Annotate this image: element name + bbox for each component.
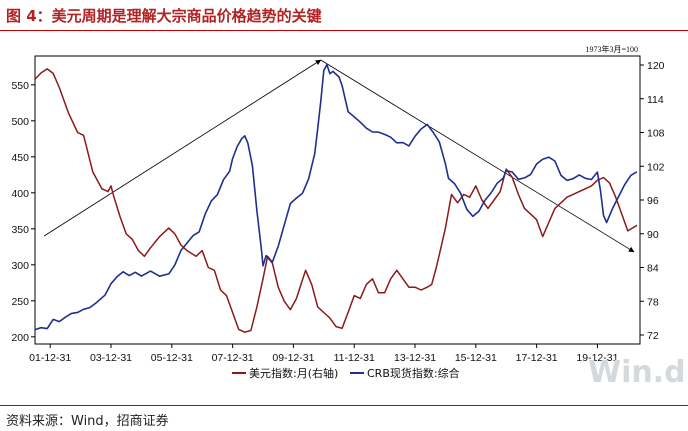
x-axis-tick-label: 01-12-31 — [29, 352, 71, 364]
series-line-usd-index — [34, 68, 638, 333]
plot-area: 200 250 300 350 400 450 500 550 72 78 84 90 96 102 10… — [11, 44, 664, 364]
x-axis-tick-label: 03-12-31 — [90, 352, 132, 364]
right-axis-tick-label: 78 — [647, 296, 659, 308]
right-axis-tick-label: 96 — [647, 195, 659, 207]
series-lines — [34, 63, 638, 333]
title-bar: 图 4：美元周期是理解大宗商品价格趋势的关键 — [0, 0, 688, 30]
right-axis: 72 78 84 90 96 102 108 114 120 — [640, 60, 665, 342]
left-axis-tick-label: 400 — [11, 188, 29, 200]
right-axis-tick-label: 90 — [647, 229, 659, 241]
x-axis-tick-label: 11-12-31 — [334, 352, 375, 364]
legend: 美元指数:月(右轴) CRB现货指数:综合 — [232, 366, 460, 380]
right-axis-tick-label: 72 — [647, 330, 659, 342]
left-axis-tick-label: 350 — [11, 224, 29, 236]
x-axis-tick-label: 07-12-31 — [212, 352, 254, 364]
source-note: 资料来源：Wind，招商证券 — [6, 414, 169, 429]
base-note: 1973年3月=100 — [585, 44, 638, 54]
left-axis-tick-label: 300 — [11, 260, 29, 272]
right-axis-tick-label: 108 — [647, 128, 665, 140]
x-axis-tick-label: 05-12-31 — [151, 352, 193, 364]
title-rule — [0, 30, 688, 31]
trend-lines — [43, 59, 635, 253]
x-axis-tick-label: 09-12-31 — [272, 352, 314, 364]
series-line-crb-index — [34, 63, 638, 331]
left-axis-tick-label: 500 — [11, 116, 29, 128]
chart-title: 图 4：美元周期是理解大宗商品价格趋势的关键 — [6, 7, 322, 25]
right-axis-tick-label: 102 — [647, 161, 665, 173]
x-axis-tick-label: 19-12-31 — [576, 352, 618, 364]
legend-label: CRB现货指数:综合 — [367, 366, 460, 380]
x-axis-tick-label: 13-12-31 — [394, 352, 436, 364]
left-axis-tick-label: 550 — [11, 80, 29, 92]
x-axis: 01-12-31 03-12-31 05-12-31 07-12-31 09-12-31… — [29, 344, 619, 364]
x-axis-tick-label: 15-12-31 — [455, 352, 497, 364]
x-axis-tick-label: 17-12-31 — [516, 352, 558, 364]
trend-arrow-up — [43, 59, 322, 237]
right-axis-tick-label: 84 — [647, 263, 659, 275]
watermark: Win.d — [588, 355, 686, 390]
left-axis-tick-label: 200 — [11, 332, 29, 344]
source-rule — [0, 405, 688, 406]
left-axis-tick-label: 250 — [11, 296, 29, 308]
legend-label: 美元指数:月(右轴) — [249, 366, 338, 380]
chart: 200 250 300 350 400 450 500 550 72 78 84 90 96 102 10… — [11, 44, 686, 390]
left-axis: 200 250 300 350 400 450 500 550 — [11, 80, 35, 344]
right-axis-tick-label: 120 — [647, 60, 665, 72]
right-axis-tick-label: 114 — [647, 94, 664, 106]
trend-arrow-down — [320, 59, 635, 253]
left-axis-tick-label: 450 — [11, 152, 29, 164]
